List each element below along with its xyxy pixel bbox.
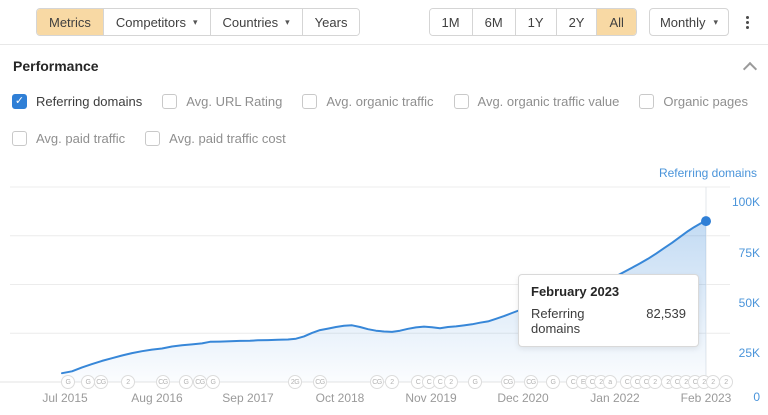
google-update-badge-icon[interactable]: 2 (719, 375, 733, 389)
google-update-badge-icon[interactable]: G (61, 375, 75, 389)
range-2y-button[interactable]: 2Y (555, 9, 597, 35)
range-tools: 1M 6M 1Y 2Y All Monthly ▾ (428, 8, 754, 36)
google-update-badge-icon[interactable]: 2 (385, 375, 399, 389)
google-update-badge-icon[interactable]: G (179, 375, 193, 389)
range-1m-button[interactable]: 1M (429, 9, 472, 35)
range-all-button[interactable]: All (596, 9, 636, 35)
x-axis-tick: Feb 2023 (680, 391, 732, 405)
date-range-group: 1M 6M 1Y 2Y All (428, 8, 637, 36)
google-update-badge-icon[interactable]: G (81, 375, 95, 389)
x-axis-tick: Dec 2020 (497, 391, 549, 405)
filter-label: Avg. paid traffic cost (169, 131, 286, 146)
google-update-badge-icon[interactable]: G (468, 375, 482, 389)
tooltip-series-label: Referring domains (531, 306, 585, 336)
google-update-badge-icon[interactable]: CG (370, 375, 384, 389)
performance-section-header: Performance (0, 45, 768, 87)
tab-countries[interactable]: Countries ▾ (209, 9, 302, 35)
checkbox-unchecked-icon[interactable] (453, 94, 469, 109)
checkbox-unchecked-icon[interactable] (302, 94, 318, 109)
filter-avg-organic-traffic[interactable]: Avg. organic traffic (302, 94, 434, 109)
checkbox-unchecked-icon[interactable] (12, 131, 27, 146)
google-update-badge-icon[interactable]: 2 (706, 375, 720, 389)
x-axis-tick: Jul 2015 (42, 391, 88, 405)
y-axis-tick: 75K (738, 246, 760, 260)
tab-competitors-label: Competitors (115, 14, 186, 30)
google-update-badge-icon[interactable]: CG (313, 375, 327, 389)
top-toolbar: Metrics Competitors ▾ Countries ▾ Years … (0, 0, 768, 45)
filter-avg-paid-traffic-cost[interactable]: Avg. paid traffic cost (145, 131, 286, 146)
y-axis-tick: 100K (731, 195, 760, 209)
google-update-badge-icon[interactable]: 2 (648, 375, 662, 389)
checkbox-unchecked-icon[interactable] (162, 94, 178, 109)
range-2y-label: 2Y (568, 14, 585, 30)
google-update-badge-icon[interactable]: CG (501, 375, 515, 389)
tab-years-label: Years (314, 14, 348, 30)
chart-legend-label: Referring domains (658, 166, 757, 180)
google-update-badge-icon[interactable]: 2 (444, 375, 458, 389)
tooltip-title: February 2023 (531, 284, 620, 299)
range-1y-label: 1Y (527, 14, 544, 30)
filter-label: Avg. organic traffic value (477, 94, 620, 109)
x-axis-tick: Oct 2018 (315, 391, 365, 405)
caret-down-icon: ▾ (285, 16, 290, 27)
filter-label: Avg. paid traffic (36, 131, 126, 146)
highlighted-data-point-dot (701, 216, 711, 227)
range-1m-label: 1M (441, 14, 460, 30)
y-axis-tick: 50K (738, 296, 760, 310)
kebab-menu-icon[interactable] (741, 12, 754, 33)
filter-label: Avg. organic traffic (326, 94, 434, 109)
checkbox-unchecked-icon[interactable] (639, 94, 655, 109)
y-axis-tick: 25K (738, 346, 760, 360)
y-axis-tick: 0 (753, 390, 760, 404)
filter-label: Organic pages (663, 94, 748, 109)
chart-tooltip: February 2023 Referring domains 82,539 (518, 274, 699, 347)
google-update-badge-icon[interactable]: a (603, 375, 617, 389)
x-axis-tick: Nov 2019 (405, 391, 457, 405)
range-1y-button[interactable]: 1Y (514, 9, 556, 35)
tab-metrics[interactable]: Metrics (37, 9, 103, 35)
filter-organic-pages[interactable]: Organic pages (639, 94, 748, 109)
filters-row-1: ✓ Referring domains Avg. URL Rating Avg. or… (12, 94, 748, 109)
range-all-label: All (609, 14, 624, 30)
checkbox-unchecked-icon[interactable] (145, 131, 161, 146)
caret-down-icon: ▾ (713, 16, 718, 27)
google-update-badge-icon[interactable]: 2 (121, 375, 135, 389)
filter-referring-domains[interactable]: ✓ Referring domains (12, 94, 142, 109)
google-update-badge-icon[interactable]: CG (524, 375, 538, 389)
google-update-badge-icon[interactable]: CG (156, 375, 170, 389)
filter-avg-paid-traffic[interactable]: Avg. paid traffic (12, 131, 125, 146)
filter-label: Avg. URL Rating (186, 94, 283, 109)
filters-row-2: Avg. paid traffic Avg. paid traffic cost (12, 131, 286, 146)
chevron-up-icon[interactable] (742, 61, 758, 76)
google-update-badge-icon[interactable]: G (546, 375, 560, 389)
section-title: Performance (13, 58, 99, 74)
google-update-badge-icon[interactable]: CG (94, 375, 108, 389)
x-axis-tick: Aug 2016 (131, 391, 183, 405)
range-6m-button[interactable]: 6M (471, 9, 515, 35)
tab-years[interactable]: Years (301, 9, 360, 35)
x-axis-tick: Sep 2017 (222, 391, 274, 405)
caret-down-icon: ▾ (192, 16, 198, 27)
filter-avg-organic-traffic-value[interactable]: Avg. organic traffic value (453, 94, 620, 109)
metrics-tabs-group: Metrics Competitors ▾ Countries ▾ Years (36, 8, 361, 36)
x-axis-tick: Jan 2022 (590, 391, 640, 405)
tab-competitors[interactable]: Competitors ▾ (102, 9, 210, 35)
google-update-badge-icon[interactable]: 2G (288, 375, 302, 389)
interval-dropdown[interactable]: Monthly ▾ (648, 8, 729, 36)
google-update-badge-icon[interactable]: G (206, 375, 220, 389)
filter-label: Referring domains (36, 94, 143, 109)
interval-dropdown-label: Monthly (659, 14, 706, 30)
range-6m-label: 6M (484, 14, 503, 30)
filter-avg-url-rating[interactable]: Avg. URL Rating (162, 94, 282, 109)
tab-countries-label: Countries (222, 14, 279, 30)
tab-metrics-label: Metrics (49, 14, 91, 30)
checkbox-checked-icon[interactable]: ✓ (12, 94, 27, 109)
tooltip-value: 82,539 (646, 306, 686, 321)
google-update-badge-icon[interactable]: CG (193, 375, 207, 389)
